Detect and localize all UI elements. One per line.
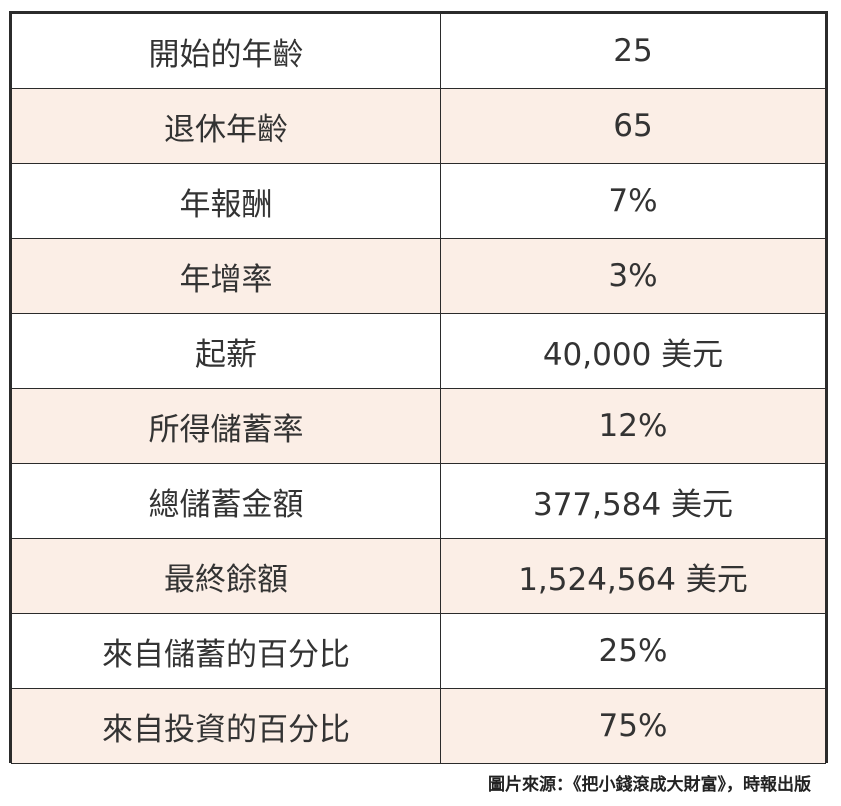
row-label: 所得儲蓄率	[11, 388, 441, 464]
table-row: 起薪 40,000 美元	[11, 313, 826, 389]
row-value: 75%	[440, 688, 826, 764]
table-row: 開始的年齡 25	[11, 13, 826, 89]
row-label: 來自投資的百分比	[11, 688, 441, 764]
table-row: 所得儲蓄率 12%	[11, 388, 826, 464]
row-value: 12%	[440, 388, 826, 464]
table-row: 來自儲蓄的百分比 25%	[11, 613, 826, 689]
table-row: 來自投資的百分比 75%	[11, 688, 826, 764]
row-value: 25%	[440, 613, 826, 689]
row-label: 開始的年齡	[11, 13, 441, 89]
row-value: 65	[440, 88, 826, 164]
table-row: 退休年齡 65	[11, 88, 826, 164]
savings-table: 開始的年齡 25 退休年齡 65 年報酬 7% 年增率 3% 起薪 40,000…	[11, 13, 826, 764]
row-value: 377,584 美元	[440, 463, 826, 539]
table-row: 年增率 3%	[11, 238, 826, 314]
savings-table-container: 開始的年齡 25 退休年齡 65 年報酬 7% 年增率 3% 起薪 40,000…	[9, 11, 828, 764]
table-row: 年報酬 7%	[11, 163, 826, 239]
table-row: 總儲蓄金額 377,584 美元	[11, 463, 826, 539]
row-value: 7%	[440, 163, 826, 239]
row-value: 1,524,564 美元	[440, 538, 826, 614]
row-value: 40,000 美元	[440, 313, 826, 389]
row-label: 年報酬	[11, 163, 441, 239]
row-label: 來自儲蓄的百分比	[11, 613, 441, 689]
row-label: 退休年齡	[11, 88, 441, 164]
row-value: 3%	[440, 238, 826, 314]
row-label: 年增率	[11, 238, 441, 314]
row-label: 最終餘額	[11, 538, 441, 614]
row-value: 25	[440, 13, 826, 89]
table-row: 最終餘額 1,524,564 美元	[11, 538, 826, 614]
row-label: 總儲蓄金額	[11, 463, 441, 539]
image-source-caption: 圖片來源：《把小錢滾成大財富》，時報出版	[488, 775, 811, 795]
row-label: 起薪	[11, 313, 441, 389]
